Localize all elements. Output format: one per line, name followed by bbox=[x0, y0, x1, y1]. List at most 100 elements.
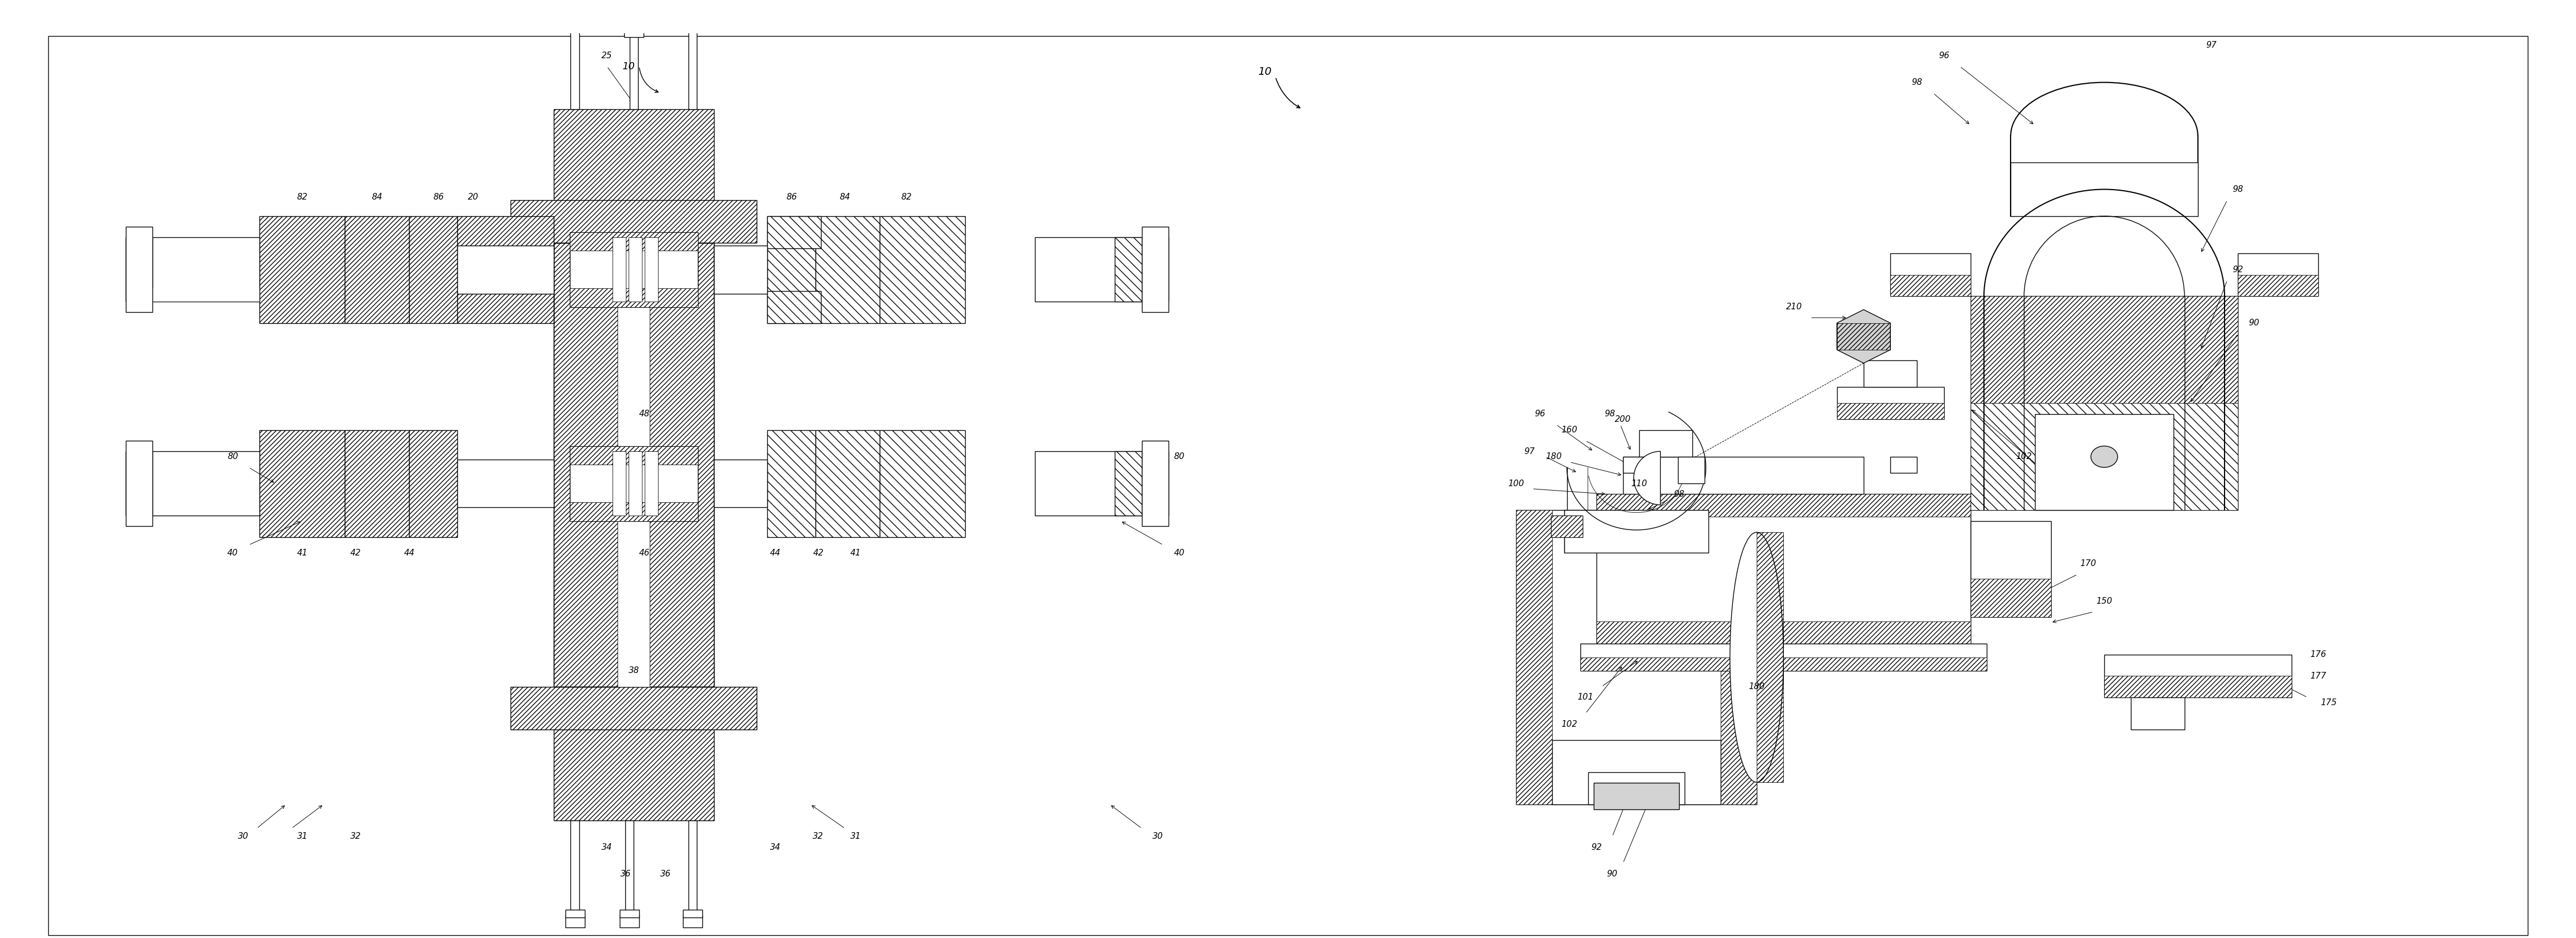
Text: 100: 100 bbox=[1507, 479, 1525, 488]
Wedge shape bbox=[1633, 451, 1662, 505]
Bar bbox=[683, 5, 703, 18]
Text: 160: 160 bbox=[1561, 426, 1577, 434]
Bar bbox=[1564, 510, 1708, 553]
Bar bbox=[572, 13, 580, 109]
Bar bbox=[2035, 414, 2174, 510]
Text: 110: 110 bbox=[1631, 479, 1646, 488]
Text: 86: 86 bbox=[786, 193, 796, 202]
Bar bbox=[126, 451, 152, 516]
Text: 90: 90 bbox=[1607, 870, 1618, 878]
Text: 175: 175 bbox=[2321, 699, 2336, 707]
Text: 41: 41 bbox=[296, 549, 307, 557]
Text: 177: 177 bbox=[2311, 672, 2326, 680]
Bar bbox=[817, 216, 881, 323]
Bar bbox=[768, 430, 817, 537]
Bar bbox=[768, 216, 817, 323]
Text: 25: 25 bbox=[603, 52, 613, 60]
Bar bbox=[683, 910, 703, 917]
Text: 30: 30 bbox=[1151, 832, 1164, 840]
Bar bbox=[564, 915, 585, 928]
Polygon shape bbox=[1837, 310, 1891, 363]
Bar bbox=[683, 17, 703, 26]
Bar bbox=[1623, 457, 1649, 473]
Text: 32: 32 bbox=[814, 832, 824, 840]
Bar bbox=[644, 451, 657, 516]
Text: 84: 84 bbox=[371, 193, 381, 202]
Text: 82: 82 bbox=[296, 193, 307, 202]
Text: 90: 90 bbox=[703, 0, 714, 1]
Bar bbox=[1677, 457, 1705, 483]
Bar bbox=[126, 237, 260, 302]
Bar bbox=[1517, 510, 1757, 804]
Bar bbox=[459, 460, 554, 507]
Bar bbox=[2012, 162, 2197, 216]
Bar bbox=[569, 232, 698, 250]
Bar bbox=[126, 237, 152, 302]
Bar bbox=[1891, 457, 1917, 473]
Text: 200: 200 bbox=[1615, 416, 1631, 423]
Text: 86: 86 bbox=[433, 193, 443, 202]
Bar bbox=[626, 821, 634, 916]
Bar bbox=[714, 246, 768, 294]
Bar bbox=[613, 237, 626, 302]
Bar bbox=[510, 200, 757, 243]
Bar bbox=[554, 243, 714, 687]
Text: 97: 97 bbox=[2205, 40, 2215, 49]
Bar bbox=[1862, 360, 1917, 387]
Text: 41: 41 bbox=[850, 549, 860, 557]
Text: 90: 90 bbox=[2249, 319, 2259, 327]
Bar bbox=[1638, 430, 1692, 457]
Text: 31: 31 bbox=[850, 832, 860, 840]
Bar bbox=[1971, 579, 2050, 617]
Text: 46: 46 bbox=[639, 549, 649, 557]
Bar bbox=[126, 288, 260, 302]
Bar bbox=[1891, 253, 1971, 296]
Text: 98: 98 bbox=[1674, 490, 1685, 498]
Bar bbox=[569, 288, 698, 307]
Bar bbox=[510, 687, 757, 730]
Text: 98: 98 bbox=[1911, 78, 1922, 86]
Text: 36: 36 bbox=[659, 870, 672, 878]
Text: 90: 90 bbox=[554, 0, 564, 1]
Bar bbox=[1553, 740, 1721, 804]
Text: 10: 10 bbox=[1257, 67, 1273, 77]
Text: 38: 38 bbox=[629, 667, 639, 674]
Bar bbox=[1036, 451, 1170, 516]
Text: 32: 32 bbox=[350, 832, 361, 840]
Bar bbox=[459, 246, 554, 294]
Text: 80: 80 bbox=[227, 452, 237, 461]
Bar bbox=[260, 430, 345, 537]
Bar bbox=[1971, 521, 2050, 617]
Bar bbox=[564, 910, 585, 917]
Text: 176: 176 bbox=[2311, 650, 2326, 658]
Bar bbox=[613, 451, 626, 516]
Bar bbox=[881, 216, 966, 323]
Bar bbox=[621, 915, 639, 928]
Bar bbox=[1036, 237, 1170, 302]
Bar bbox=[345, 430, 410, 537]
Bar bbox=[410, 430, 459, 537]
Bar bbox=[459, 291, 554, 323]
Text: 84: 84 bbox=[840, 193, 850, 202]
Bar bbox=[345, 216, 410, 323]
Text: 180: 180 bbox=[1546, 452, 1561, 461]
Bar bbox=[260, 216, 345, 323]
Text: 44: 44 bbox=[404, 549, 415, 557]
Bar bbox=[2105, 676, 2293, 697]
Text: 101: 101 bbox=[1577, 693, 1595, 702]
Bar bbox=[1579, 658, 1986, 671]
Text: 42: 42 bbox=[814, 549, 824, 557]
Bar bbox=[621, 910, 639, 917]
Text: 82: 82 bbox=[902, 193, 912, 202]
Bar bbox=[1971, 296, 2239, 403]
Text: 42: 42 bbox=[350, 549, 361, 557]
Text: 80: 80 bbox=[1175, 452, 1185, 461]
Bar bbox=[569, 446, 698, 464]
Bar bbox=[1115, 237, 1141, 302]
Bar bbox=[1597, 621, 1971, 643]
Text: 10: 10 bbox=[621, 61, 634, 71]
Ellipse shape bbox=[1731, 532, 1783, 782]
Bar bbox=[459, 216, 554, 249]
Bar bbox=[569, 502, 698, 521]
Bar bbox=[1837, 323, 1891, 350]
